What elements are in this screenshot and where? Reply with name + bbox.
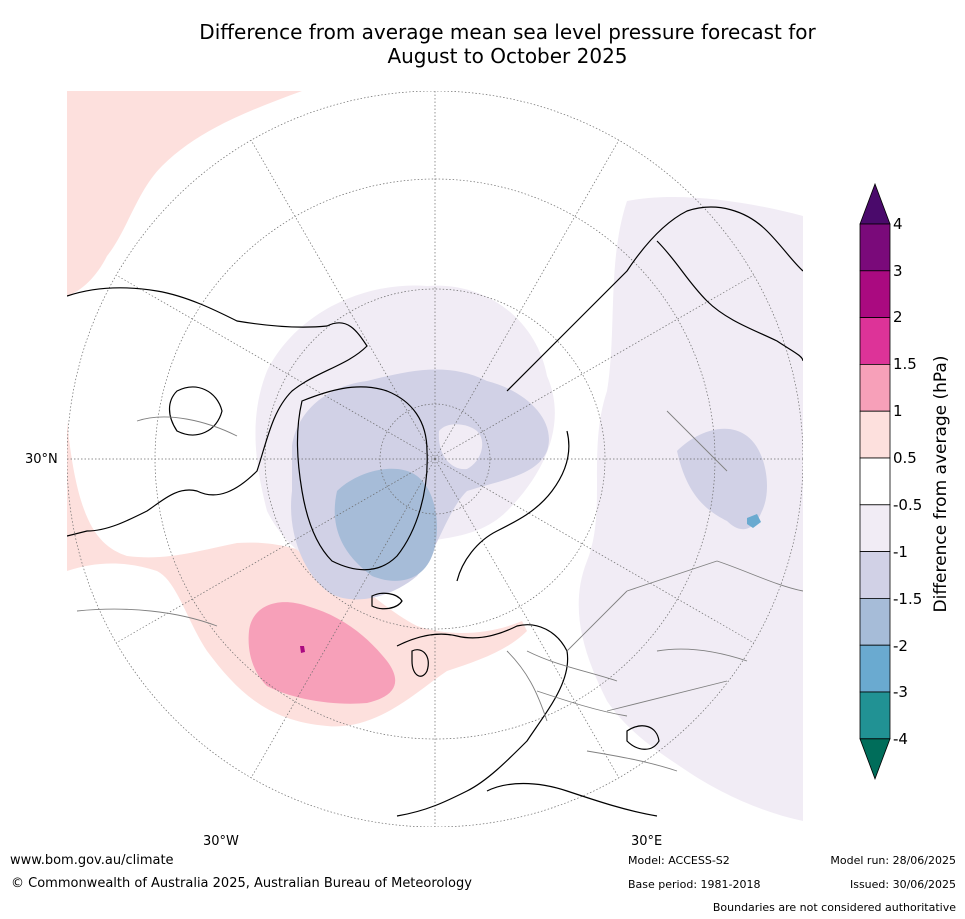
anomaly-siberia-negative [677, 428, 767, 530]
colorbar-band [859, 363, 891, 412]
coast-siberia [506, 206, 803, 392]
coast-hudson-bay [168, 386, 223, 436]
coastlines [67, 206, 803, 817]
colorbar-band [859, 551, 891, 599]
coast-scandinavia [456, 430, 570, 582]
anomaly-northwest-atlantic-positive [67, 91, 302, 296]
colorbar-extend-high [859, 182, 891, 225]
colorbar-tick: -3 [893, 683, 908, 701]
colorbar-tick: -4 [893, 730, 908, 748]
colorbar-band [859, 410, 891, 459]
footer-disclaimer: Boundaries are not considered authoritat… [712, 901, 956, 914]
polar-map [67, 91, 803, 827]
longitude-label-30w: 30°W [203, 834, 239, 849]
footer-url[interactable]: www.bom.gov.au/climate [10, 853, 174, 868]
anomaly-subtropical-atlantic-positive [67, 421, 527, 727]
colorbar-band [859, 597, 891, 646]
anomaly-baikal-negative-strong [747, 514, 761, 528]
colorbar-tick: 1.5 [893, 355, 917, 373]
anomaly-atlantic-peak [300, 646, 305, 653]
footer-issued: Issued: 30/06/2025 [849, 878, 956, 891]
colorbar-tick: -2 [893, 637, 908, 655]
title-line-2: August to October 2025 [387, 44, 628, 68]
colorbar [859, 182, 891, 780]
colorbar-band [859, 504, 891, 552]
coast-europe [396, 624, 569, 817]
country-borders [76, 410, 803, 772]
coast-far-east [656, 240, 803, 362]
title-line-1: Difference from average mean sea level p… [199, 20, 816, 44]
footer-model-run: Model run: 28/06/2025 [830, 854, 956, 867]
coast-mediterranean [486, 782, 658, 817]
colorbar-tick: 1 [893, 402, 903, 420]
colorbar-band [859, 270, 891, 319]
colorbar-band [859, 691, 891, 740]
colorbar-band [859, 644, 891, 693]
map-title: Difference from average mean sea level p… [90, 20, 925, 68]
coast-uk [411, 649, 429, 677]
colorbar-label: Difference from average (hPa) [931, 355, 951, 613]
coast-iceland [371, 592, 403, 610]
colorbar-band [859, 457, 891, 506]
anomaly-pole-weak [438, 424, 483, 470]
colorbar-tick: 0.5 [893, 449, 917, 467]
colorbar-tick: 3 [893, 262, 903, 280]
colorbar-band [859, 223, 891, 272]
coast-greenland [296, 386, 428, 571]
footer-base-period: Base period: 1981-2018 [628, 878, 761, 891]
anomaly-central-atlantic-high [248, 602, 396, 704]
colorbar-tick: 2 [893, 308, 903, 326]
latitude-label-30n: 30°N [25, 452, 58, 467]
colorbar-tick: -1.5 [893, 590, 923, 608]
colorbar-band [859, 317, 891, 365]
colorbar-tick: -1 [893, 543, 908, 561]
footer-copyright: © Commonwealth of Australia 2025, Austra… [11, 876, 472, 891]
coast-black-caspian [626, 725, 660, 750]
colorbar-tick: 4 [893, 215, 903, 233]
colorbar-extend-low [859, 738, 891, 780]
footer-model: Model: ACCESS-S2 [628, 854, 730, 867]
coast-north-america [67, 287, 368, 537]
anomaly-siberia-negative-weak [578, 196, 803, 821]
colorbar-tick: -0.5 [893, 496, 923, 514]
longitude-label-30e: 30°E [631, 834, 663, 849]
anomaly-greenland-negative-strong [334, 468, 437, 581]
